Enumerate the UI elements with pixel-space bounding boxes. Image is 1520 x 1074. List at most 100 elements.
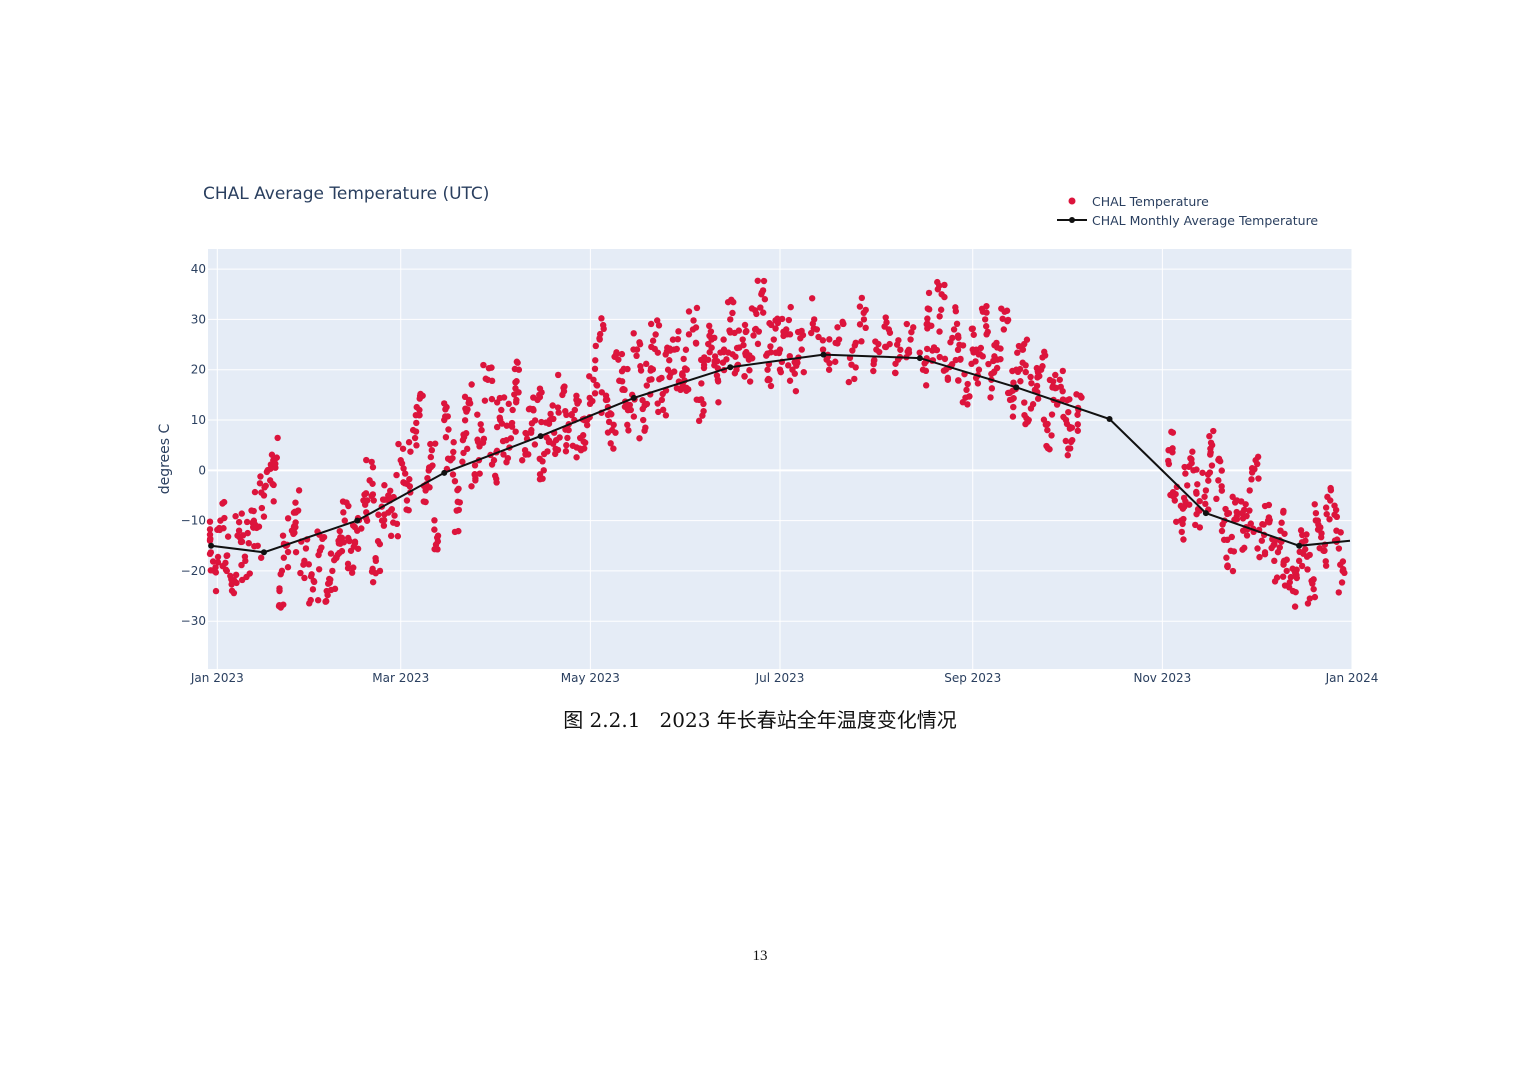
- temperature-point: [224, 533, 232, 540]
- temperature-point: [508, 423, 516, 430]
- temperature-point: [1059, 367, 1067, 375]
- temperature-point: [1218, 467, 1225, 474]
- temperature-point: [1286, 579, 1293, 586]
- temperature-point: [1022, 368, 1029, 376]
- x-axis-ticks: Jan 2023 Mar 2023 May 2023 Jul 2023 Sep 2023…: [190, 671, 1379, 685]
- legend[interactable]: CHAL Temperature CHAL Monthly Average Te…: [1057, 194, 1318, 228]
- temperature-point: [637, 367, 645, 374]
- temperature-point: [596, 335, 603, 342]
- temperature-point: [988, 385, 996, 392]
- temperature-point: [344, 564, 352, 572]
- temperature-point: [1064, 452, 1071, 459]
- y-tick-label: −10: [181, 514, 206, 528]
- temperature-point: [717, 349, 724, 356]
- temperature-point: [291, 529, 298, 536]
- temperature-point: [1004, 316, 1012, 324]
- temperature-point: [985, 360, 992, 368]
- temperature-point: [1298, 562, 1306, 570]
- temperature-point: [292, 499, 299, 506]
- temperature-point: [1283, 556, 1290, 563]
- temperature-point: [1021, 411, 1028, 419]
- temperature-point: [870, 367, 877, 375]
- x-tick-label: Jan 2024: [1325, 671, 1379, 685]
- temperature-point: [564, 434, 571, 442]
- temperature-point: [434, 546, 441, 553]
- temperature-point: [1303, 553, 1311, 560]
- monthly-average-line: [210, 353, 1351, 554]
- temperature-point: [729, 351, 736, 358]
- temperature-point: [1193, 466, 1200, 473]
- temperature-point: [714, 358, 721, 365]
- temperature-point: [1188, 459, 1195, 467]
- temperature-point: [351, 540, 359, 547]
- temperature-point: [315, 566, 323, 573]
- temperature-point: [214, 559, 222, 566]
- temperature-point: [1010, 379, 1017, 386]
- temperature-point: [648, 343, 655, 351]
- temperature-point: [1315, 521, 1322, 528]
- legend-item-monthly-average[interactable]: CHAL Monthly Average Temperature: [1057, 213, 1318, 228]
- temperature-point: [413, 419, 420, 427]
- temperature-point: [1028, 380, 1035, 387]
- temperature-point: [591, 365, 599, 373]
- temperature-point: [775, 348, 782, 356]
- temperature-point: [954, 332, 962, 339]
- temperature-point: [624, 421, 631, 429]
- temperature-point: [505, 400, 512, 408]
- temperature-point: [1310, 585, 1317, 593]
- temperature-point: [875, 340, 882, 348]
- temperature-point: [480, 361, 487, 369]
- temperature-point: [369, 578, 377, 586]
- temperature-point: [799, 331, 807, 339]
- temperature-point: [555, 409, 562, 416]
- temperature-point: [1010, 403, 1017, 411]
- temperature-point: [245, 539, 252, 547]
- temperature-point: [695, 417, 703, 425]
- temperature-point: [813, 326, 821, 333]
- temperature-point: [221, 514, 228, 522]
- temperature-point: [604, 429, 612, 436]
- temperature-point: [700, 361, 708, 369]
- temperature-point: [586, 373, 593, 380]
- legend-item-temperature[interactable]: CHAL Temperature: [1068, 194, 1210, 209]
- temperature-point: [512, 385, 519, 392]
- temperature-point: [936, 313, 943, 320]
- temperature-point: [388, 506, 396, 513]
- temperature-point: [219, 500, 226, 507]
- temperature-point: [892, 360, 899, 367]
- temperature-point: [1229, 567, 1237, 575]
- temperature-point: [671, 368, 678, 375]
- temperature-point: [674, 335, 682, 343]
- temperature-point: [212, 587, 220, 595]
- temperature-point: [496, 414, 503, 421]
- temperature-point: [862, 324, 869, 332]
- temperature-point: [1230, 548, 1238, 555]
- temperature-point: [592, 342, 600, 350]
- temperature-point: [314, 597, 322, 604]
- temperature-point: [493, 423, 501, 431]
- temperature-point: [257, 554, 265, 561]
- temperature-point: [675, 328, 682, 335]
- temperature-point: [1041, 348, 1048, 356]
- temperature-point: [503, 458, 510, 466]
- temperature-point: [923, 345, 931, 353]
- temperature-point: [666, 357, 673, 364]
- x-tick-label: Jul 2023: [755, 671, 805, 685]
- temperature-point: [1302, 546, 1309, 553]
- temperature-point: [539, 458, 546, 465]
- temperature-point: [1241, 506, 1248, 514]
- temperature-point: [981, 316, 989, 323]
- temperature-point: [1339, 566, 1347, 573]
- temperature-point: [1078, 394, 1085, 401]
- temperature-point: [206, 531, 214, 538]
- temperature-point: [970, 331, 977, 338]
- temperature-point: [461, 417, 469, 424]
- temperature-point: [715, 399, 722, 406]
- temperature-point: [977, 344, 985, 352]
- temperature-point: [1246, 507, 1253, 514]
- monthly-average-point: [1202, 510, 1209, 517]
- temperature-point: [369, 480, 376, 487]
- temperature-point: [990, 369, 998, 376]
- monthly-average-point: [630, 394, 637, 401]
- temperature-point: [556, 434, 563, 441]
